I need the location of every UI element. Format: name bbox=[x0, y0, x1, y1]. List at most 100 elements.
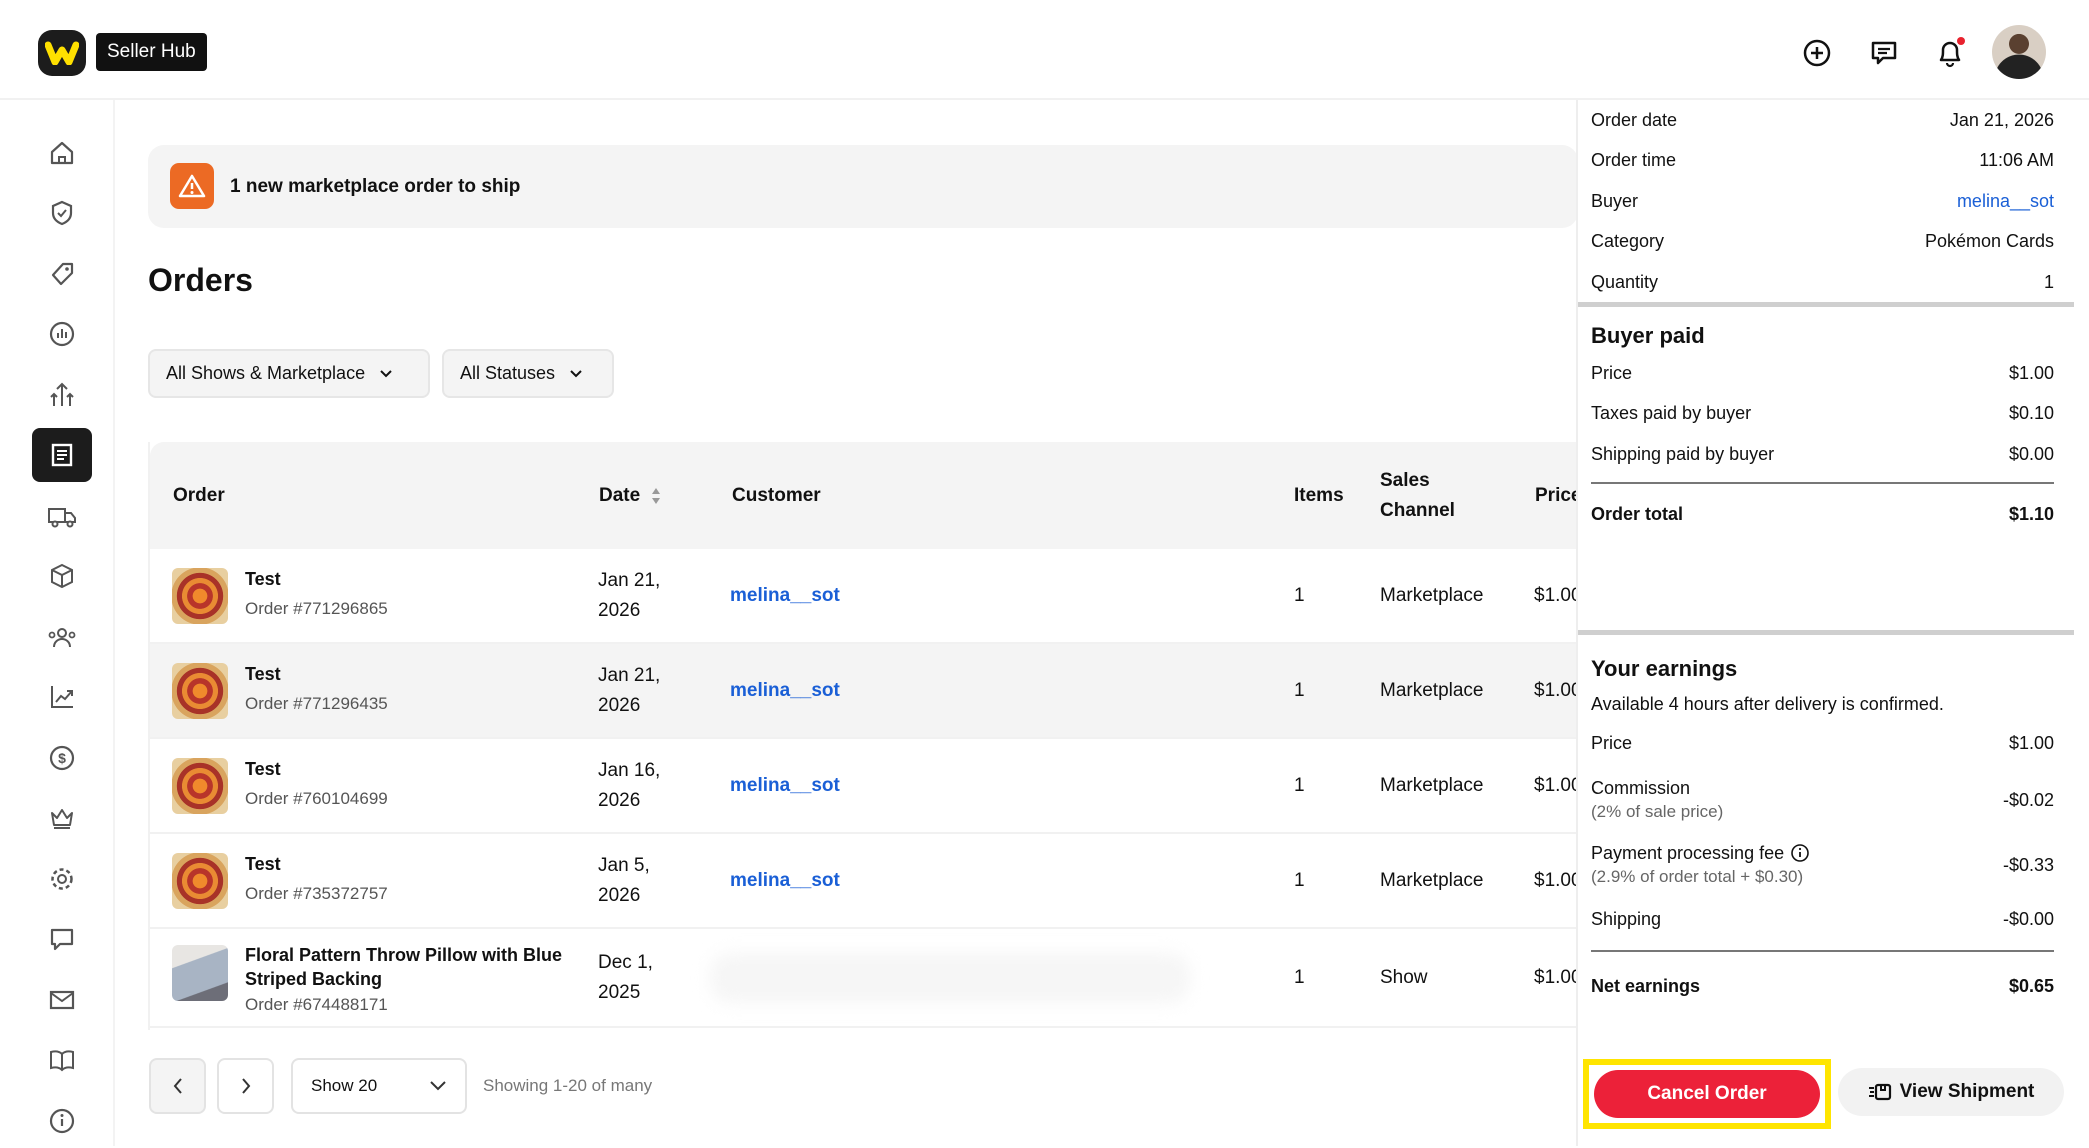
avatar[interactable] bbox=[1992, 25, 2046, 79]
sort-icon bbox=[652, 487, 661, 504]
message-icon[interactable] bbox=[32, 912, 92, 966]
page-size-select[interactable]: Show 20 bbox=[291, 1058, 467, 1114]
buyer-price: Price $1.00 bbox=[1591, 361, 2054, 385]
home-icon[interactable] bbox=[32, 126, 92, 180]
top-bar: Seller Hub bbox=[0, 0, 2089, 100]
label: Payment processing fee bbox=[1591, 843, 1785, 863]
customer-link[interactable]: melina__sot bbox=[730, 679, 840, 701]
table-header: Order Date Customer Items Sales Channel … bbox=[150, 442, 1578, 549]
value: -$0.33 bbox=[2002, 855, 2054, 875]
col-sales-channel: Sales Channel bbox=[1380, 469, 1455, 521]
customer-link[interactable]: melina__sot bbox=[730, 584, 840, 606]
detail-buyer: Buyer melina__sot bbox=[1591, 189, 2054, 213]
crown-icon[interactable] bbox=[32, 791, 92, 845]
buyer-shipping: Shipping paid by buyer $0.00 bbox=[1591, 442, 2054, 466]
chat-icon[interactable] bbox=[1867, 36, 1901, 70]
customer-link[interactable]: melina__sot bbox=[730, 869, 840, 891]
buyer-link[interactable]: melina__sot bbox=[1956, 191, 2054, 211]
value: $0.65 bbox=[2008, 976, 2054, 996]
trend-chart-icon[interactable] bbox=[32, 670, 92, 724]
price: $1.00 bbox=[1534, 966, 1578, 988]
shows-filter-dropdown[interactable]: All Shows & Marketplace bbox=[148, 349, 430, 398]
next-page-button[interactable] bbox=[217, 1058, 274, 1114]
order-name[interactable]: Test bbox=[245, 569, 281, 589]
shield-check-icon[interactable] bbox=[32, 186, 92, 240]
plus-circle-icon[interactable] bbox=[1800, 36, 1834, 70]
col-date[interactable]: Date bbox=[599, 442, 662, 549]
value: 1 bbox=[2043, 272, 2054, 292]
divider bbox=[1591, 950, 2054, 952]
book-icon[interactable] bbox=[32, 1033, 92, 1087]
customer-link[interactable]: melina__sot bbox=[730, 774, 840, 796]
order-date: Jan 5, 2026 bbox=[598, 854, 650, 906]
truck-icon[interactable] bbox=[32, 489, 92, 543]
table-row[interactable]: Test Order #760104699 Jan 16, 2026 melina__… bbox=[150, 739, 1578, 834]
community-icon[interactable] bbox=[32, 610, 92, 664]
order-name[interactable]: Test bbox=[245, 664, 281, 684]
warning-icon bbox=[170, 163, 214, 209]
label: Shipping paid by buyer bbox=[1591, 444, 1775, 464]
bell-icon[interactable] bbox=[1933, 36, 1967, 70]
sales-channel: Marketplace bbox=[1380, 869, 1484, 891]
items-count: 1 bbox=[1294, 966, 1305, 988]
product-thumbnail bbox=[172, 568, 228, 624]
view-shipment-button[interactable]: View Shipment bbox=[1838, 1068, 2064, 1116]
statuses-filter-dropdown[interactable]: All Statuses bbox=[442, 349, 614, 398]
info-icon[interactable] bbox=[32, 1094, 92, 1148]
col-date-label: Date bbox=[599, 484, 641, 506]
info-icon[interactable] bbox=[1790, 843, 1810, 863]
sublabel: (2.9% of order total + $0.30) bbox=[1591, 867, 1804, 886]
table-row[interactable]: Test Order #735372757 Jan 5, 2026 melina__s… bbox=[150, 834, 1578, 929]
growth-arrows-icon[interactable] bbox=[32, 368, 92, 422]
dollar-icon[interactable]: $ bbox=[32, 731, 92, 785]
order-number: Order #771296435 bbox=[245, 694, 388, 713]
label: Order total bbox=[1591, 504, 1684, 524]
value: -$0.00 bbox=[2002, 909, 2054, 929]
order-date: Jan 21, 2026 bbox=[598, 664, 661, 716]
sales-channel: Marketplace bbox=[1380, 774, 1484, 796]
table-row[interactable]: Test Order #771296435 Jan 21, 2026 melina__… bbox=[150, 644, 1578, 739]
package-icon[interactable] bbox=[32, 549, 92, 603]
statuses-filter-label: All Statuses bbox=[460, 363, 556, 383]
label: Price bbox=[1591, 733, 1633, 753]
notification-banner[interactable]: 1 new marketplace order to ship bbox=[148, 145, 1578, 228]
pagination-summary: Showing 1-20 of many bbox=[483, 1076, 653, 1095]
items-count: 1 bbox=[1294, 679, 1305, 701]
svg-text:$: $ bbox=[58, 750, 66, 766]
prev-page-button[interactable] bbox=[149, 1058, 206, 1114]
cancel-highlight: Cancel Order bbox=[1583, 1059, 1831, 1129]
earnings-shipping: Shipping -$0.00 bbox=[1591, 907, 2054, 931]
detail-order-time: Order time 11:06 AM bbox=[1591, 148, 2054, 172]
orders-icon bbox=[51, 443, 73, 467]
note: Available 4 hours after delivery is conf… bbox=[1591, 694, 1944, 714]
price: $1.00 bbox=[1534, 584, 1578, 606]
earnings-commission: Commission (2% of sale price) -$0.02 bbox=[1591, 776, 2054, 824]
tag-icon[interactable] bbox=[32, 247, 92, 301]
order-total: Order total $1.10 bbox=[1591, 502, 2054, 526]
product-thumbnail bbox=[172, 853, 228, 909]
sales-channel: Marketplace bbox=[1380, 584, 1484, 606]
order-name[interactable]: Test bbox=[245, 854, 281, 874]
value: 11:06 AM bbox=[1979, 150, 2054, 170]
order-name[interactable]: Floral Pattern Throw Pillow with Blue St… bbox=[245, 945, 563, 989]
chevron-down-icon bbox=[430, 1081, 446, 1091]
table-row[interactable]: Floral Pattern Throw Pillow with Blue St… bbox=[150, 929, 1578, 1028]
order-name[interactable]: Test bbox=[245, 759, 281, 779]
mail-icon[interactable] bbox=[32, 973, 92, 1027]
sidebar-item-orders[interactable] bbox=[32, 428, 92, 482]
gear-icon[interactable] bbox=[32, 852, 92, 906]
logo[interactable] bbox=[38, 30, 86, 76]
col-customer: Customer bbox=[732, 484, 821, 506]
price: $1.00 bbox=[1534, 679, 1578, 701]
order-date: Dec 1, 2025 bbox=[598, 951, 653, 1003]
customer-redacted bbox=[710, 929, 1310, 1026]
cancel-order-button[interactable]: Cancel Order bbox=[1594, 1070, 1820, 1118]
order-date: Jan 21, 2026 bbox=[598, 569, 661, 621]
label: Shipping bbox=[1591, 909, 1662, 929]
value: Pokémon Cards bbox=[1924, 231, 2054, 251]
sales-channel: Show bbox=[1380, 966, 1428, 988]
detail-category: Category Pokémon Cards bbox=[1591, 229, 2054, 253]
table-row[interactable]: Test Order #771296865 Jan 21, 2026 melina__… bbox=[150, 549, 1578, 644]
items-count: 1 bbox=[1294, 584, 1305, 606]
analytics-icon[interactable] bbox=[32, 307, 92, 361]
